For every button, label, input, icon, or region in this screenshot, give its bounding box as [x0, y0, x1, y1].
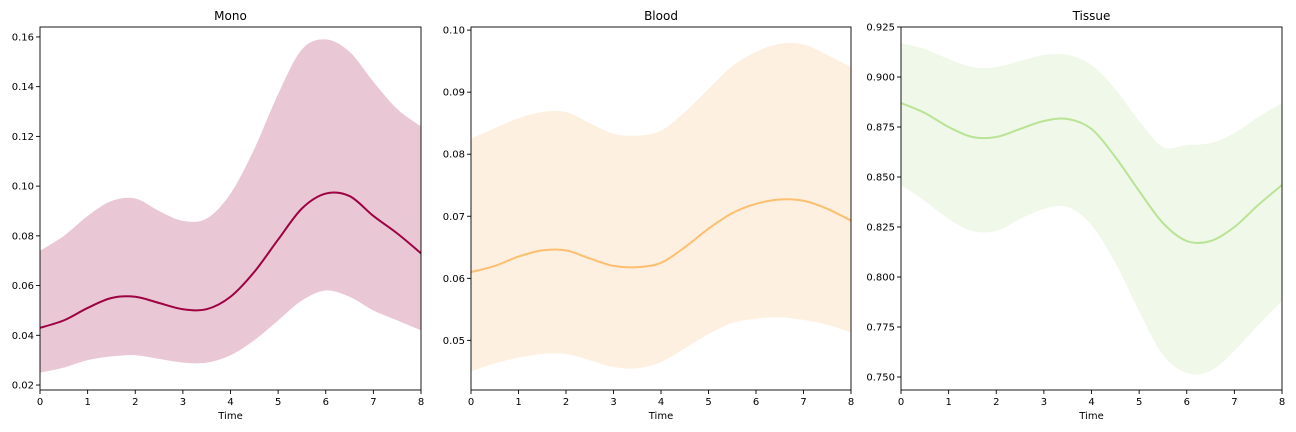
x-tick-label: 3	[1041, 397, 1047, 408]
x-tick-label: 1	[515, 397, 521, 408]
x-tick-label: 6	[323, 397, 329, 408]
mean-line	[40, 191, 421, 329]
y-tick-label: 0.04	[12, 331, 34, 342]
x-tick-label: 8	[418, 397, 424, 408]
x-tick-label: 2	[563, 397, 569, 408]
x-tick-label: 5	[1136, 397, 1142, 408]
y-tick-label: 0.10	[12, 182, 34, 193]
y-tick-label: 0.06	[443, 274, 465, 285]
x-tick-label: 4	[227, 397, 233, 408]
plot-area	[471, 42, 851, 372]
x-tick-label: 3	[610, 397, 616, 408]
x-tick-label: 3	[180, 397, 186, 408]
y-tick-label: 0.850	[866, 173, 895, 184]
plot-area	[901, 43, 1282, 375]
mean-line	[471, 198, 851, 274]
x-tick-label: 2	[993, 397, 999, 408]
y-tick-label: 0.06	[12, 281, 34, 292]
x-tick-label: 1	[945, 397, 951, 408]
x-tick-label: 2	[132, 397, 138, 408]
confidence-band	[471, 42, 851, 372]
y-tick-label: 0.07	[443, 212, 465, 223]
y-tick-label: 0.16	[12, 32, 34, 43]
x-tick-label: 7	[800, 397, 806, 408]
y-tick-label: 0.825	[866, 223, 895, 234]
x-tick-label: 0	[898, 397, 904, 408]
chart-title: Tissue	[1072, 9, 1111, 23]
y-tick-label: 0.05	[443, 336, 465, 347]
y-tick-label: 0.750	[866, 373, 895, 384]
x-tick-label: 6	[1184, 397, 1190, 408]
y-tick-label: 0.925	[866, 23, 895, 34]
x-tick-label: 0	[468, 397, 474, 408]
y-tick-label: 0.775	[866, 323, 895, 334]
x-tick-label: 5	[705, 397, 711, 408]
chart-title: Mono	[214, 9, 247, 23]
y-tick-label: 0.08	[443, 150, 465, 161]
y-tick-label: 0.08	[12, 231, 34, 242]
panel-mono: 0 1 2 3 4 5 6 7 8 0.02 0.04 0.06 0.08 0.10 0.12 0.14 0.1…	[12, 9, 424, 422]
confidence-band	[40, 39, 421, 373]
x-tick-label: 8	[848, 397, 854, 408]
plot-area	[40, 39, 421, 373]
x-tick-label: 5	[275, 397, 281, 408]
y-tick-label: 0.10	[443, 26, 465, 37]
y-tick-label: 0.14	[12, 82, 34, 93]
confidence-band	[901, 43, 1282, 375]
chart-title: Blood	[644, 9, 678, 23]
y-tick-label: 0.12	[12, 132, 34, 143]
y-tick-label: 0.875	[866, 123, 895, 134]
x-tick-label: 4	[1088, 397, 1094, 408]
panel-tissue: 0 1 2 3 4 5 6 7 8 0.750 0.775 0.800 0.825 0.850 0.875 0…	[866, 9, 1285, 422]
x-axis-label: Time	[648, 411, 673, 422]
x-tick-label: 0	[37, 397, 43, 408]
x-axis-label: Time	[1078, 411, 1103, 422]
y-tick-label: 0.09	[443, 88, 465, 99]
panel-blood: 0 1 2 3 4 5 6 7 8 0.05 0.06 0.07 0.08 0.09 0.10 Blood Ti…	[443, 9, 854, 422]
x-tick-label: 7	[1231, 397, 1237, 408]
x-tick-label: 6	[753, 397, 759, 408]
x-axis-label: Time	[217, 411, 242, 422]
y-tick-label: 0.900	[866, 73, 895, 84]
x-tick-label: 4	[658, 397, 664, 408]
x-tick-label: 7	[370, 397, 376, 408]
x-tick-label: 1	[84, 397, 90, 408]
mean-line	[901, 102, 1282, 244]
y-tick-label: 0.800	[866, 273, 895, 284]
y-tick-label: 0.02	[12, 381, 34, 392]
x-tick-label: 8	[1279, 397, 1285, 408]
